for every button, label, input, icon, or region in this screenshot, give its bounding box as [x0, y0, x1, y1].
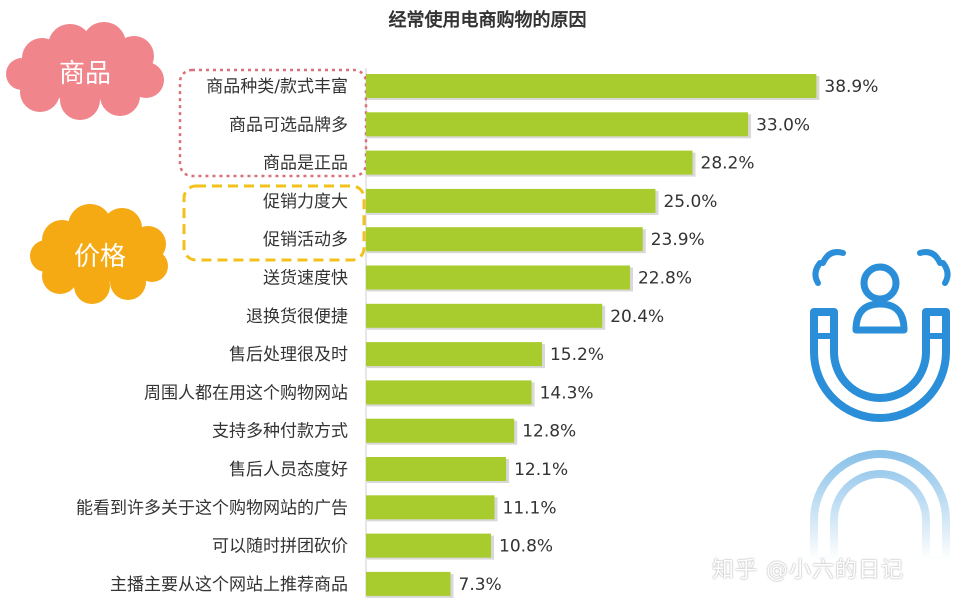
- category-label: 促销力度大: [263, 192, 348, 212]
- bar-11: [366, 457, 507, 481]
- bar-4: [366, 188, 656, 213]
- bar-6: [366, 265, 630, 290]
- value-label: 12.8%: [522, 422, 576, 442]
- bar-12: [366, 495, 495, 520]
- value-label: 28.2%: [701, 154, 755, 174]
- bar-9: [366, 380, 532, 405]
- bar-5: [366, 227, 643, 252]
- category-label: 促销活动多: [263, 230, 348, 250]
- value-label: 33.0%: [756, 115, 810, 135]
- category-label: 商品可选品牌多: [229, 115, 348, 135]
- value-label: 10.8%: [499, 537, 553, 557]
- category-label: 能看到许多关于这个购物网站的广告: [76, 498, 348, 518]
- chart-title: 经常使用电商购物的原因: [388, 10, 587, 31]
- category-label: 商品是正品: [263, 154, 348, 174]
- bar-14: [366, 571, 451, 596]
- value-label: 15.2%: [550, 345, 604, 365]
- category-label: 周围人都在用这个购物网站: [144, 383, 348, 403]
- bar-8: [366, 342, 542, 367]
- value-label: 25.0%: [663, 192, 717, 212]
- price-cloud-icon: 价格: [30, 204, 168, 304]
- category-label: 退换货很便捷: [246, 307, 348, 327]
- bar-13: [366, 533, 492, 558]
- value-label: 20.4%: [610, 307, 664, 327]
- value-label: 7.3%: [459, 575, 502, 595]
- category-label: 可以随时拼团砍价: [212, 537, 348, 557]
- watermark: 知乎 @小六的日记: [712, 558, 904, 583]
- goods-cloud-icon: 商品: [6, 22, 164, 120]
- goods-group-label: 商品: [59, 59, 111, 89]
- value-label: 14.3%: [540, 383, 594, 403]
- price-group-outline: [182, 184, 366, 262]
- bar-1: [366, 74, 817, 98]
- value-label: 12.1%: [514, 460, 568, 480]
- magnet-person-icon: [810, 249, 951, 564]
- category-label: 送货速度快: [263, 269, 348, 289]
- bar-2: [366, 112, 749, 137]
- category-label: 售后处理很及时: [229, 345, 348, 365]
- bar-3: [366, 150, 693, 175]
- value-label: 11.1%: [503, 498, 557, 518]
- category-label: 售后人员态度好: [229, 460, 348, 480]
- value-label: 38.9%: [824, 77, 878, 97]
- category-label: 主播主要从这个网站上推荐商品: [110, 575, 348, 595]
- bar-7: [366, 303, 603, 328]
- value-label: 23.9%: [651, 230, 705, 250]
- category-label: 支持多种付款方式: [212, 422, 348, 442]
- category-label: 商品种类/款式丰富: [206, 77, 348, 97]
- value-label: 22.8%: [638, 269, 692, 289]
- price-group-label: 价格: [74, 242, 126, 272]
- bar-10: [366, 418, 515, 443]
